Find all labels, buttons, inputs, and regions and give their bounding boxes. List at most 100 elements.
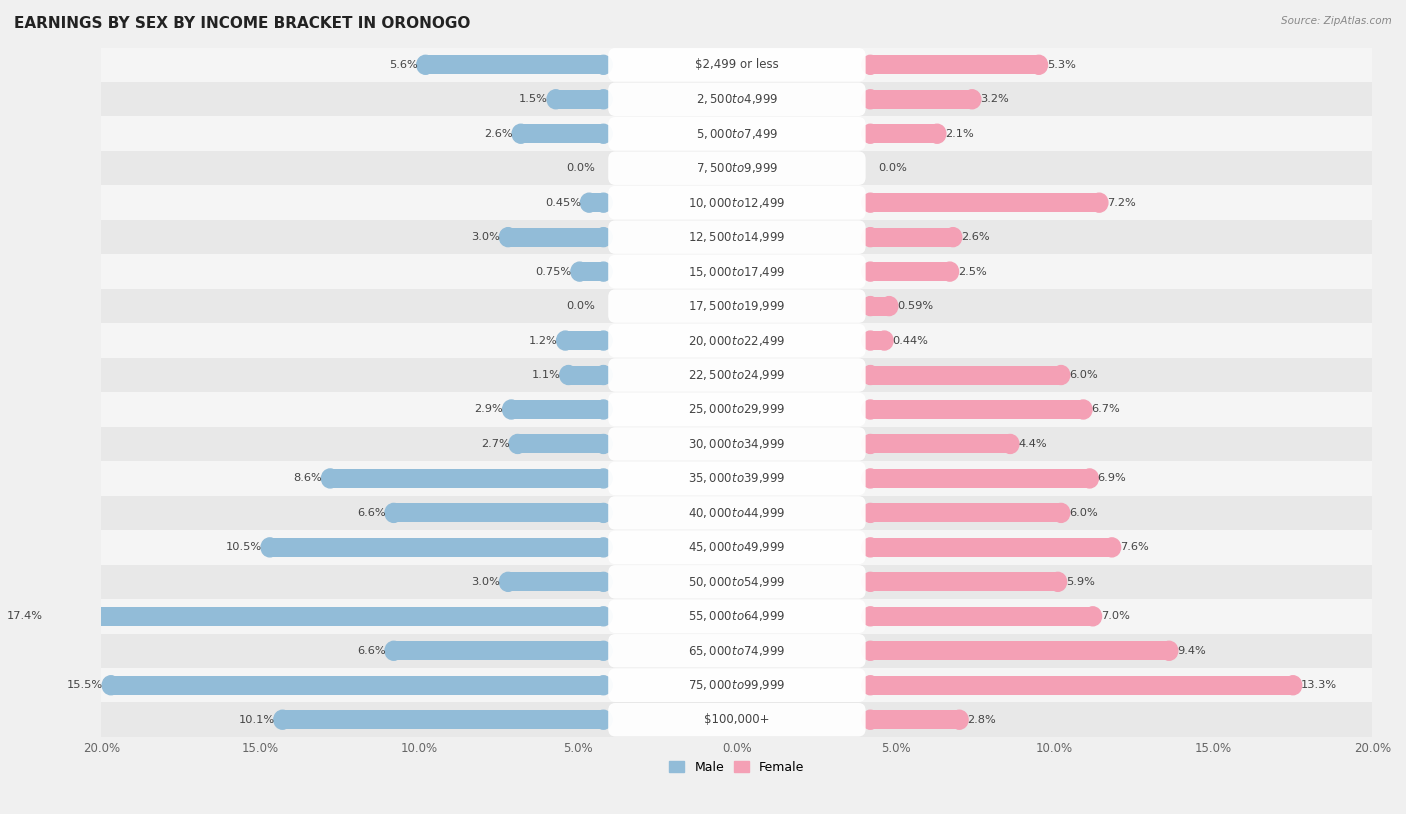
Circle shape: [862, 331, 879, 350]
Circle shape: [509, 435, 526, 453]
Text: 7.2%: 7.2%: [1107, 198, 1136, 208]
FancyBboxPatch shape: [609, 393, 866, 427]
Text: 10.1%: 10.1%: [239, 715, 274, 724]
Text: 0.0%: 0.0%: [567, 301, 596, 311]
Circle shape: [941, 262, 959, 281]
Bar: [101, 668, 1372, 702]
Text: 0.0%: 0.0%: [567, 163, 596, 173]
Text: 7.6%: 7.6%: [1119, 542, 1149, 553]
Text: 2.1%: 2.1%: [945, 129, 974, 138]
Text: 8.6%: 8.6%: [294, 474, 322, 484]
Circle shape: [595, 365, 612, 384]
Bar: [101, 323, 1372, 358]
Text: 6.6%: 6.6%: [357, 646, 385, 656]
Text: $75,000 to $99,999: $75,000 to $99,999: [688, 678, 786, 692]
Text: 2.5%: 2.5%: [957, 267, 987, 277]
Text: 13.3%: 13.3%: [1301, 681, 1337, 690]
Text: 0.45%: 0.45%: [546, 198, 581, 208]
Bar: [870, 193, 1099, 212]
FancyBboxPatch shape: [609, 358, 866, 392]
Circle shape: [862, 228, 879, 247]
Circle shape: [862, 365, 879, 384]
FancyBboxPatch shape: [609, 427, 866, 461]
Text: 5.9%: 5.9%: [1066, 577, 1095, 587]
Circle shape: [581, 193, 598, 212]
Circle shape: [1160, 641, 1178, 660]
FancyBboxPatch shape: [609, 600, 866, 633]
Bar: [579, 262, 603, 281]
Bar: [394, 641, 603, 660]
Text: $100,000+: $100,000+: [704, 713, 769, 726]
Text: 17.4%: 17.4%: [7, 611, 42, 621]
Text: $2,499 or less: $2,499 or less: [695, 59, 779, 72]
Bar: [870, 331, 884, 350]
Bar: [520, 125, 603, 143]
Circle shape: [862, 572, 879, 591]
Text: $2,500 to $4,999: $2,500 to $4,999: [696, 92, 778, 107]
Text: 5.6%: 5.6%: [389, 59, 418, 70]
Text: $22,500 to $24,999: $22,500 to $24,999: [688, 368, 786, 382]
Circle shape: [499, 572, 517, 591]
Text: 0.59%: 0.59%: [897, 301, 934, 311]
Circle shape: [1091, 193, 1108, 212]
FancyBboxPatch shape: [609, 324, 866, 357]
Circle shape: [862, 469, 879, 488]
Bar: [508, 228, 603, 247]
Text: EARNINGS BY SEX BY INCOME BRACKET IN ORONOGO: EARNINGS BY SEX BY INCOME BRACKET IN ORO…: [14, 16, 471, 31]
Bar: [512, 400, 603, 419]
Circle shape: [595, 331, 612, 350]
Text: $7,500 to $9,999: $7,500 to $9,999: [696, 161, 778, 175]
Bar: [565, 331, 603, 350]
Text: 4.4%: 4.4%: [1018, 439, 1046, 449]
Bar: [394, 503, 603, 523]
Circle shape: [557, 331, 574, 350]
Circle shape: [595, 469, 612, 488]
Circle shape: [595, 55, 612, 74]
Text: 0.75%: 0.75%: [536, 267, 572, 277]
Bar: [870, 296, 889, 316]
Bar: [870, 503, 1062, 523]
Circle shape: [595, 193, 612, 212]
Bar: [101, 530, 1372, 565]
Bar: [870, 125, 938, 143]
Circle shape: [595, 400, 612, 419]
Bar: [870, 641, 1168, 660]
Circle shape: [862, 503, 879, 523]
Text: $50,000 to $54,999: $50,000 to $54,999: [688, 575, 786, 589]
Bar: [101, 565, 1372, 599]
Circle shape: [560, 365, 578, 384]
Bar: [51, 606, 603, 626]
Bar: [870, 435, 1010, 453]
Circle shape: [1074, 400, 1092, 419]
Text: 2.6%: 2.6%: [484, 129, 513, 138]
Circle shape: [262, 538, 278, 557]
Circle shape: [963, 90, 981, 109]
Text: $5,000 to $7,499: $5,000 to $7,499: [696, 127, 778, 141]
Circle shape: [595, 606, 612, 626]
Bar: [870, 606, 1092, 626]
Circle shape: [1052, 365, 1070, 384]
Circle shape: [595, 228, 612, 247]
FancyBboxPatch shape: [609, 117, 866, 151]
Circle shape: [945, 228, 962, 247]
Text: 3.0%: 3.0%: [471, 232, 501, 242]
Text: Source: ZipAtlas.com: Source: ZipAtlas.com: [1281, 16, 1392, 26]
Bar: [101, 47, 1372, 82]
Bar: [270, 538, 603, 557]
Circle shape: [502, 400, 520, 419]
Circle shape: [862, 606, 879, 626]
Circle shape: [416, 55, 434, 74]
Circle shape: [595, 572, 612, 591]
Circle shape: [547, 90, 565, 109]
Text: $25,000 to $29,999: $25,000 to $29,999: [689, 402, 786, 417]
Text: $35,000 to $39,999: $35,000 to $39,999: [688, 471, 786, 485]
Legend: Male, Female: Male, Female: [665, 756, 810, 779]
Text: 0.44%: 0.44%: [893, 335, 928, 346]
Bar: [508, 572, 603, 591]
Bar: [101, 289, 1372, 323]
Circle shape: [1084, 606, 1101, 626]
Bar: [870, 711, 959, 729]
Circle shape: [595, 125, 612, 143]
Circle shape: [862, 641, 879, 660]
Text: 3.2%: 3.2%: [980, 94, 1008, 104]
